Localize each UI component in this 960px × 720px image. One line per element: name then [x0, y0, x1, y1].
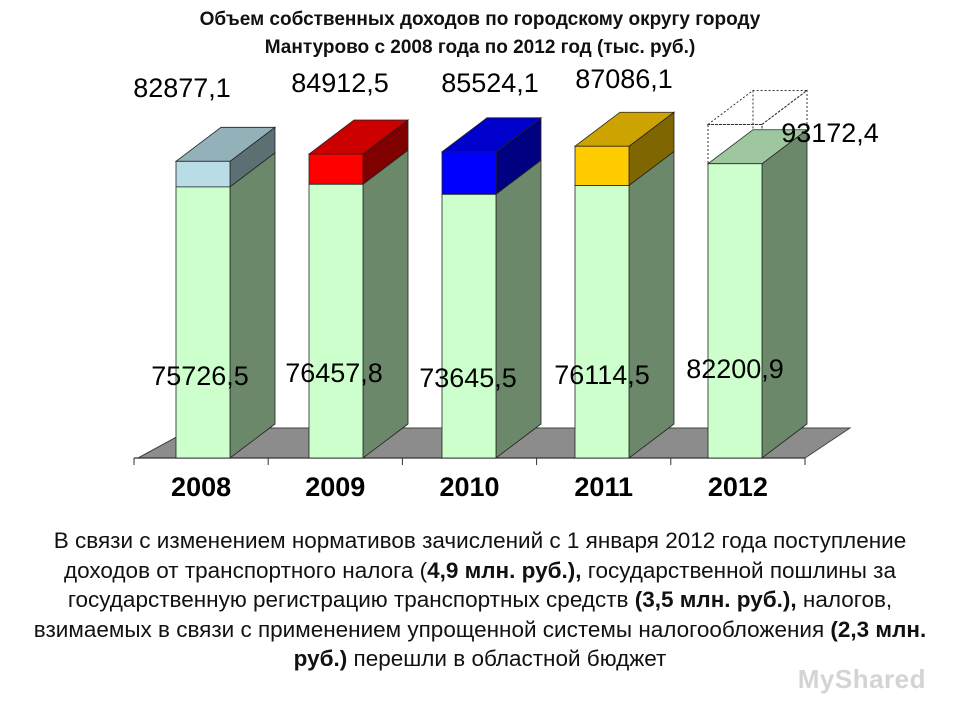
- bar-lower-front: [707, 163, 763, 459]
- x-tick-label: 2009: [305, 472, 365, 502]
- bar-upper-front: [574, 145, 630, 186]
- data-label-total: 85524,1: [441, 68, 539, 98]
- x-tick-label: 2012: [708, 472, 768, 502]
- bar-upper-top: [706, 89, 809, 125]
- bar-lower-side: [362, 149, 409, 459]
- data-label-own: 76114,5: [554, 360, 650, 390]
- bar-upper-front: [441, 151, 497, 195]
- caption-bold-state-duty: (3,5 млн. руб.),: [634, 587, 797, 612]
- watermark-logo: MyShared: [797, 664, 926, 694]
- bar-lower-side: [495, 159, 542, 459]
- bar-lower-front: [441, 193, 497, 459]
- chart-title-line-1: Объем собственных доходов по городскому …: [199, 9, 761, 30]
- bar-lower-side: [628, 150, 675, 459]
- data-label-own: 75726,5: [151, 361, 249, 391]
- caption-text-2: государственной пошлины за государственн…: [67, 557, 896, 613]
- data-label-own: 82200,9: [686, 354, 784, 384]
- data-label-total: 87086,1: [575, 64, 673, 94]
- bar-upper-front: [175, 160, 231, 188]
- bar-lower-front: [175, 186, 231, 459]
- bar-lower-side: [229, 152, 276, 459]
- caption-bold-simplified-tax: (2,3 млн. руб.): [293, 616, 927, 672]
- x-tick-label: 2010: [439, 472, 499, 502]
- data-label-own: 76457,8: [285, 358, 383, 388]
- chart-title: Объем собственных доходов по городскому …: [0, 6, 960, 62]
- x-tick-label: 2008: [171, 472, 231, 502]
- data-label-total: 84912,5: [291, 68, 389, 98]
- x-tick-label: 2011: [574, 472, 633, 502]
- caption-paragraph: В связи с изменением нормативов зачислен…: [20, 526, 940, 674]
- bar-lower-front: [574, 185, 630, 459]
- caption-text-4: перешли в областной бюджет: [347, 646, 667, 671]
- data-label-total: 82877,1: [133, 73, 231, 103]
- bar-lower-side: [761, 128, 808, 459]
- chart-title-line-2: Мантурово с 2008 года по 2012 год (тыс. …: [264, 37, 696, 58]
- caption-bold-transport-tax: 4,9 млн. руб.),: [427, 557, 582, 583]
- caption-text-3: налогов, взимаемых в связи с применением…: [33, 587, 893, 642]
- caption-text-1: В связи с изменением нормативов зачислен…: [53, 528, 907, 583]
- bar-upper-front: [308, 153, 364, 185]
- bar-lower-front: [308, 183, 364, 459]
- data-label-total: 93172,4: [781, 118, 879, 148]
- data-label-own: 73645,5: [419, 363, 517, 393]
